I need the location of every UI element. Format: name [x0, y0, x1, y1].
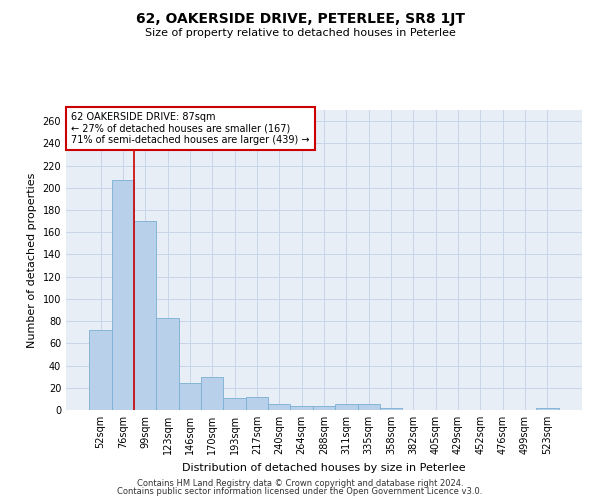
Bar	[201, 376, 223, 410]
Text: 62 OAKERSIDE DRIVE: 87sqm
← 27% of detached houses are smaller (167)
71% of semi: 62 OAKERSIDE DRIVE: 87sqm ← 27% of detac…	[71, 112, 310, 144]
Bar	[157, 318, 179, 410]
Bar	[313, 406, 335, 410]
Bar	[268, 404, 290, 410]
Bar	[358, 404, 380, 410]
Bar	[246, 396, 268, 410]
Text: Contains public sector information licensed under the Open Government Licence v3: Contains public sector information licen…	[118, 487, 482, 496]
Bar	[223, 398, 246, 410]
Bar	[89, 330, 112, 410]
Bar	[179, 384, 201, 410]
Bar	[134, 221, 157, 410]
Y-axis label: Number of detached properties: Number of detached properties	[27, 172, 37, 348]
X-axis label: Distribution of detached houses by size in Peterlee: Distribution of detached houses by size …	[182, 462, 466, 472]
Text: Contains HM Land Registry data © Crown copyright and database right 2024.: Contains HM Land Registry data © Crown c…	[137, 478, 463, 488]
Text: 62, OAKERSIDE DRIVE, PETERLEE, SR8 1JT: 62, OAKERSIDE DRIVE, PETERLEE, SR8 1JT	[136, 12, 464, 26]
Text: Size of property relative to detached houses in Peterlee: Size of property relative to detached ho…	[145, 28, 455, 38]
Bar	[536, 408, 559, 410]
Bar	[380, 408, 402, 410]
Bar	[290, 406, 313, 410]
Bar	[335, 404, 358, 410]
Bar	[112, 180, 134, 410]
